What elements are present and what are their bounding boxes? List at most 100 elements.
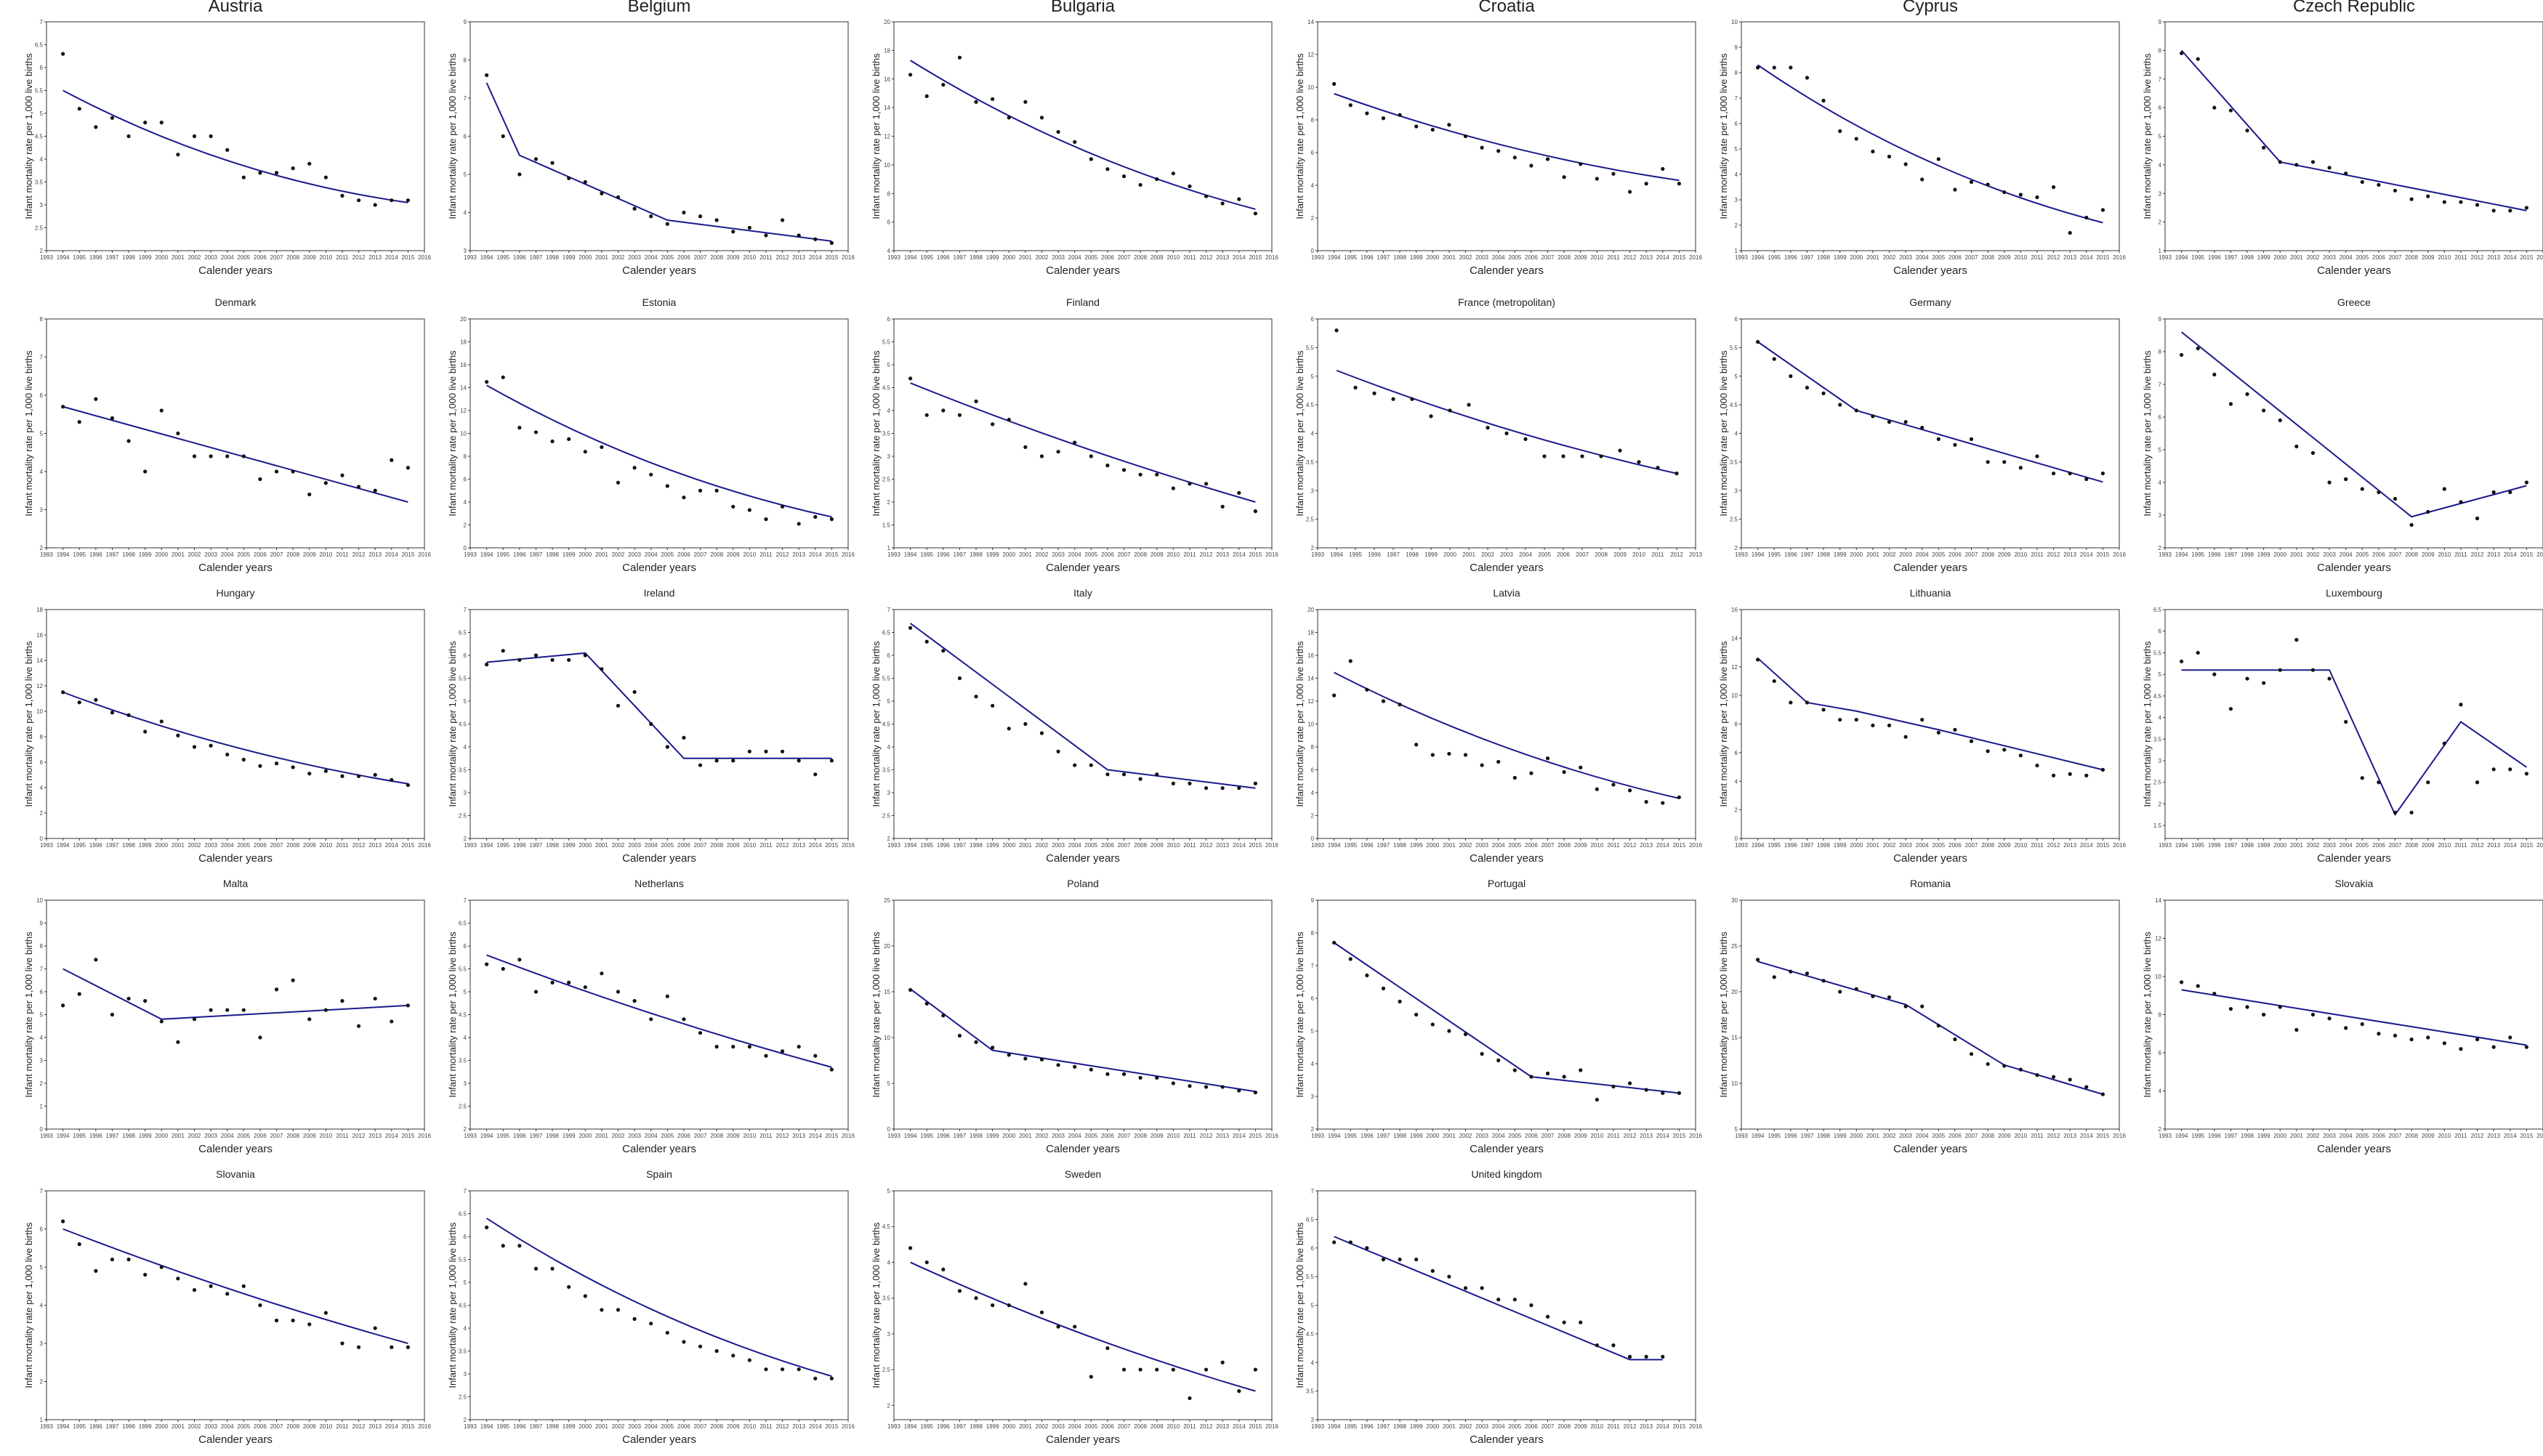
x-tick-label: 2013 xyxy=(2063,1133,2076,1139)
x-tick-label: 1999 xyxy=(1834,254,1847,261)
data-point xyxy=(957,1289,962,1293)
x-tick-label: 2012 xyxy=(2047,254,2060,261)
x-tick-label: 2003 xyxy=(1899,1133,1912,1139)
y-tick-label: 7 xyxy=(40,19,44,25)
y-tick-label: 6 xyxy=(464,652,467,659)
x-tick-label: 1995 xyxy=(1349,551,1362,558)
x-tick-label: 2011 xyxy=(336,254,349,261)
data-point xyxy=(323,481,328,485)
data-point xyxy=(2524,206,2528,210)
y-tick-label: 14 xyxy=(36,658,43,664)
x-tick-label: 2011 xyxy=(759,842,773,849)
x-tick-label: 2006 xyxy=(1557,551,1570,558)
data-point xyxy=(2180,980,2184,984)
data-point xyxy=(1644,182,1648,186)
x-tick-label: 2012 xyxy=(776,1423,789,1430)
x-tick-label: 2010 xyxy=(319,254,332,261)
x-tick-label: 2008 xyxy=(1134,254,1147,261)
x-tick-label: 1998 xyxy=(1817,551,1830,558)
x-tick-label: 2002 xyxy=(2307,1133,2320,1139)
x-tick-label: 2004 xyxy=(1492,1133,1505,1139)
data-point xyxy=(258,1303,262,1308)
data-point xyxy=(682,1340,686,1344)
x-tick-label: 2012 xyxy=(1200,842,1213,849)
x-tick-label: 2002 xyxy=(612,551,625,558)
data-point xyxy=(2196,346,2200,351)
x-tick-label: 1998 xyxy=(122,1423,135,1430)
data-point xyxy=(406,1345,410,1349)
x-tick-label: 1996 xyxy=(1784,551,1797,558)
x-tick-label: 1999 xyxy=(563,254,576,261)
data-point xyxy=(764,517,768,522)
y-tick-label: 10 xyxy=(884,162,890,169)
y-tick-label: 6 xyxy=(1311,767,1315,774)
x-tick-label: 2010 xyxy=(319,1133,332,1139)
data-point xyxy=(390,1345,394,1349)
x-tick-label: 2001 xyxy=(595,1133,608,1139)
data-point xyxy=(829,517,834,522)
data-point xyxy=(682,1017,686,1022)
y-tick-label: 18 xyxy=(460,339,467,346)
x-tick-label: 2006 xyxy=(677,1423,690,1430)
y-tick-label: 7 xyxy=(40,966,44,973)
x-tick-label: 2010 xyxy=(1590,1133,1603,1139)
data-point xyxy=(1953,1037,1957,1042)
data-point xyxy=(373,203,377,207)
data-point xyxy=(143,121,148,125)
data-point xyxy=(291,978,295,982)
data-point xyxy=(1447,1029,1451,1033)
x-tick-label: 1993 xyxy=(1311,254,1324,261)
x-axis-label: Calender years xyxy=(198,852,273,865)
data-point xyxy=(258,171,262,175)
panel-united-kingdom: United kingdom 3 3.5 4 4.5 5 5.5 6 6.5 7 1993 1994 1… xyxy=(1293,1165,1714,1455)
x-tick-label: 2002 xyxy=(1883,254,1896,261)
data-point xyxy=(110,711,115,715)
x-tick-label: 1993 xyxy=(1735,551,1748,558)
x-tick-label: 1993 xyxy=(2159,551,2172,558)
x-tick-label: 2015 xyxy=(825,1133,838,1139)
y-tick-label: 5 xyxy=(464,1279,467,1286)
y-tick-label: 3 xyxy=(887,453,891,460)
x-tick-label: 2010 xyxy=(1632,551,1645,558)
y-tick-label: 9 xyxy=(1311,897,1315,904)
x-tick-label: 2005 xyxy=(1932,1133,1945,1139)
data-point xyxy=(2051,472,2056,476)
x-tick-label: 2001 xyxy=(595,842,608,849)
plot-frame xyxy=(2164,21,2543,251)
x-tick-label: 2014 xyxy=(809,842,822,849)
x-tick-label: 2014 xyxy=(1233,551,1246,558)
data-point xyxy=(1627,190,1632,194)
x-tick-label: 2012 xyxy=(1624,1423,1637,1430)
data-point xyxy=(583,450,587,454)
x-tick-label: 1997 xyxy=(530,1423,543,1430)
data-point xyxy=(2327,166,2332,170)
x-tick-label: 2011 xyxy=(1183,1423,1196,1430)
x-tick-label: 1994 xyxy=(480,254,493,261)
x-tick-label: 2008 xyxy=(286,1423,299,1430)
x-tick-label: 2004 xyxy=(1492,1423,1505,1430)
x-tick-label: 2013 xyxy=(2063,842,2076,849)
y-tick-label: 3.5 xyxy=(882,1295,891,1302)
data-point xyxy=(1772,975,1776,979)
data-point xyxy=(2196,984,2200,988)
x-tick-label: 2014 xyxy=(809,1423,822,1430)
y-tick-label: 4.5 xyxy=(35,134,44,140)
data-point xyxy=(780,1049,785,1053)
data-point xyxy=(1821,979,1826,983)
x-axis-label: Calender years xyxy=(622,264,696,277)
y-tick-label: 6.5 xyxy=(2153,607,2162,613)
x-tick-label: 2003 xyxy=(2323,842,2336,849)
x-tick-label: 2004 xyxy=(645,254,658,261)
data-point xyxy=(1562,770,1566,774)
data-point xyxy=(225,1008,230,1012)
x-tick-label: 2007 xyxy=(270,254,283,261)
y-tick-label: 9 xyxy=(2159,316,2162,323)
data-point xyxy=(1188,1084,1192,1088)
x-tick-label: 2000 xyxy=(579,254,592,261)
data-point xyxy=(1188,184,1192,189)
y-tick-label: 3 xyxy=(40,507,44,514)
x-tick-label: 1997 xyxy=(1377,254,1390,261)
